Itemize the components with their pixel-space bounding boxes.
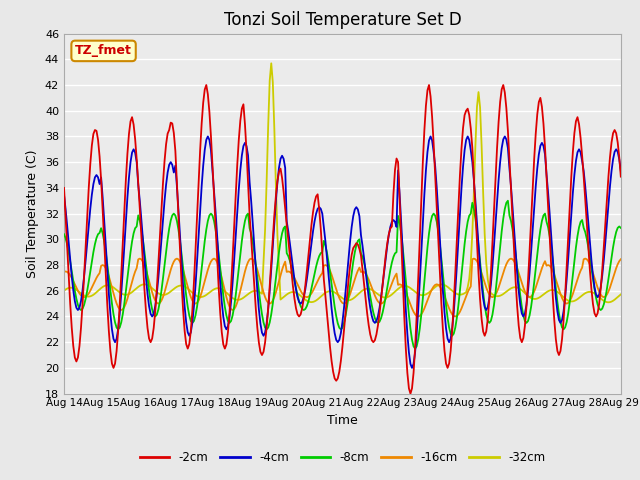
Title: Tonzi Soil Temperature Set D: Tonzi Soil Temperature Set D [223,11,461,29]
Y-axis label: Soil Temperature (C): Soil Temperature (C) [26,149,39,278]
Text: TZ_fmet: TZ_fmet [75,44,132,58]
Legend: -2cm, -4cm, -8cm, -16cm, -32cm: -2cm, -4cm, -8cm, -16cm, -32cm [135,446,550,469]
X-axis label: Time: Time [327,414,358,427]
